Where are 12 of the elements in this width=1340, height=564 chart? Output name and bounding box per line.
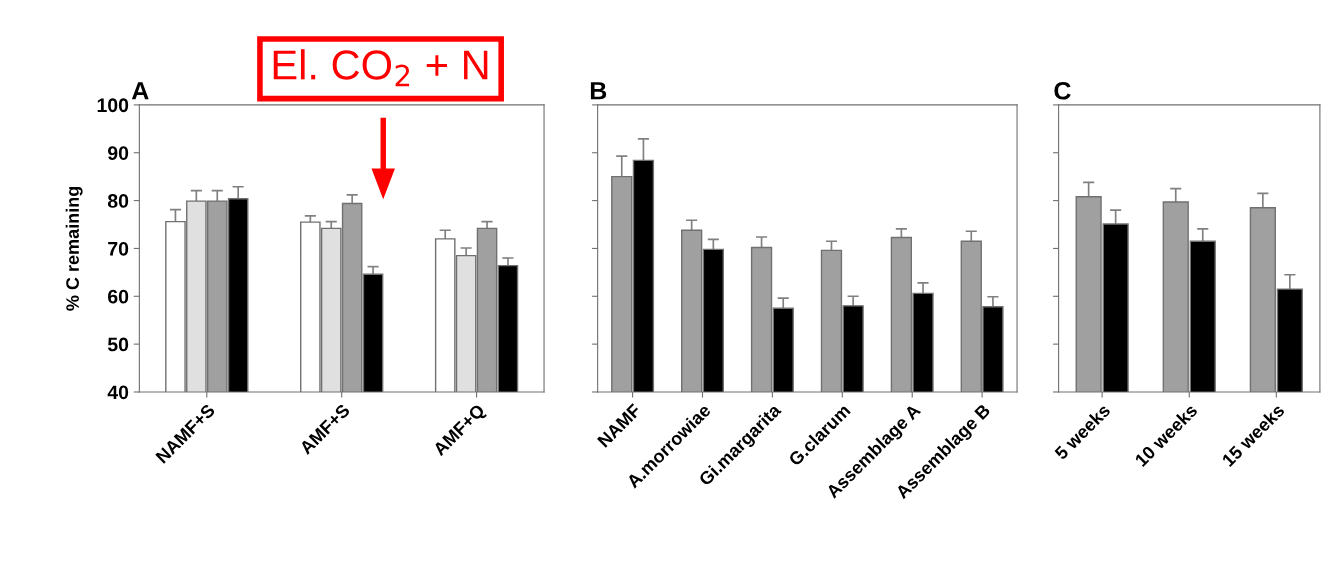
y-tick-label: 50 [107, 337, 129, 352]
chart-title: A [131, 82, 149, 100]
text: El. CO$_{2}$ + N [273, 49, 488, 87]
y-tick-label: 70 [108, 241, 129, 256]
y-axis-title: % C remaining [65, 186, 83, 311]
y-tick-label: 80 [107, 194, 129, 208]
y-tick-label: 60 [108, 289, 129, 304]
chart-title: B [590, 82, 607, 100]
y-tick-label: 90 [107, 146, 129, 160]
chart-title: C [1054, 81, 1071, 100]
y-tick-label: 40 [107, 385, 129, 400]
y-tick-label: 100 [97, 98, 129, 113]
